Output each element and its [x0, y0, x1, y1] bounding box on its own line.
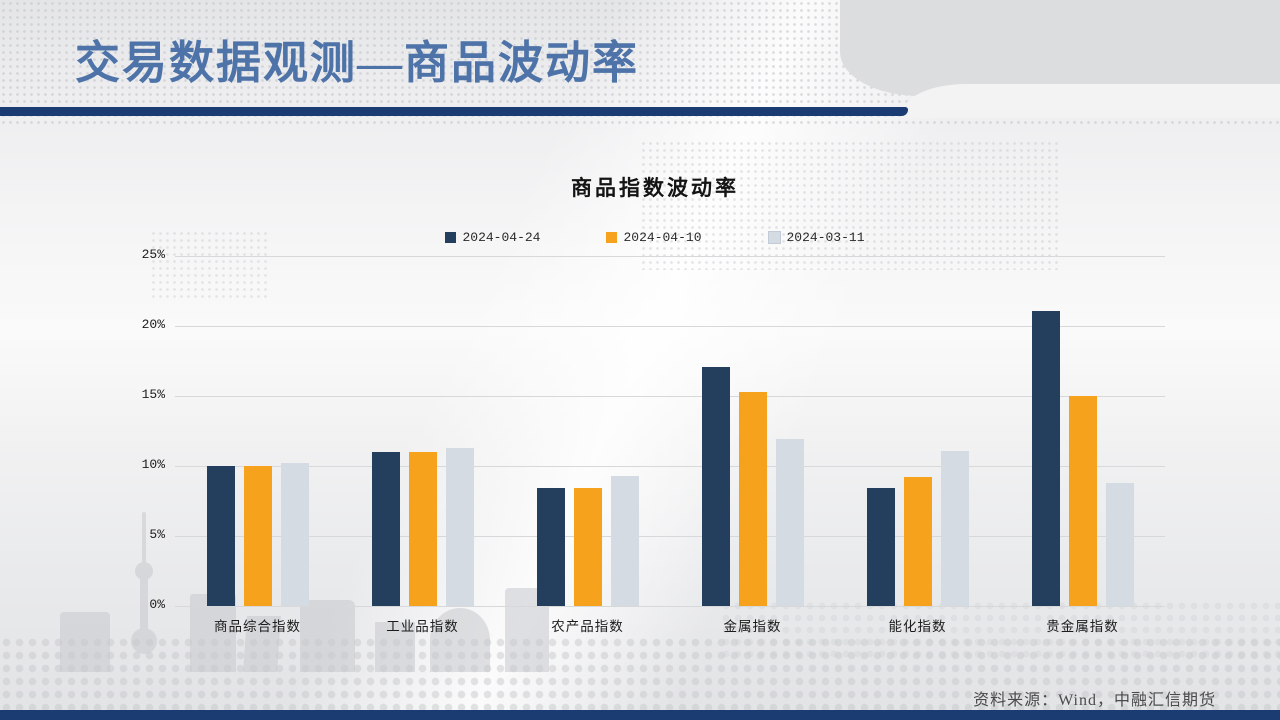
- legend-label: 2024-03-11: [786, 229, 865, 245]
- x-axis-category-label: 能化指数: [888, 619, 947, 634]
- legend-label: 2024-04-24: [462, 229, 541, 245]
- y-axis-tick-label: 5%: [149, 527, 165, 542]
- bar: [903, 477, 932, 606]
- volatility-bar-chart: 商品指数波动率 2024-04-24 2024-04-10 2024-03-11 0…: [0, 140, 1280, 660]
- y-axis-tick-label: 15%: [141, 387, 165, 402]
- y-axis-tick-label: 20%: [141, 317, 165, 332]
- legend-item: 2024-04-24: [445, 230, 540, 245]
- bar: [940, 450, 969, 606]
- bar: [1031, 310, 1060, 606]
- bar-group: [340, 256, 505, 606]
- chart-legend: 2024-04-24 2024-04-10 2024-03-11: [175, 227, 1135, 247]
- bar: [536, 488, 565, 606]
- bar-group: [175, 256, 340, 606]
- bar-group: [835, 256, 1000, 606]
- x-axis-category-label: 金属指数: [723, 619, 782, 634]
- bar-group: [1000, 256, 1165, 606]
- header-gray-band: [840, 0, 1280, 96]
- y-axis-tick-label: 0%: [149, 597, 165, 612]
- bar: [701, 366, 730, 606]
- data-source-note: 资料来源：Wind，中融汇信期货: [973, 692, 1216, 709]
- bar: [371, 452, 400, 606]
- bar-group: [505, 256, 670, 606]
- legend-swatch: [767, 230, 781, 244]
- x-axis-category-label: 工业品指数: [386, 619, 459, 634]
- legend-item: 2024-04-10: [606, 229, 702, 245]
- header-white-swoosh: [902, 84, 1280, 118]
- legend-item: 2024-03-11: [767, 229, 865, 245]
- x-axis-category-label: 农产品指数: [551, 619, 624, 634]
- gridline: [175, 256, 1165, 257]
- bar: [408, 452, 437, 606]
- bottom-accent-bar: [0, 710, 1280, 720]
- x-axis-category-label: 贵金属指数: [1046, 619, 1119, 634]
- gridline: [175, 396, 1165, 397]
- legend-swatch: [606, 231, 618, 243]
- bar: [610, 475, 639, 606]
- bar: [445, 447, 474, 606]
- legend-label: 2024-04-10: [623, 229, 702, 245]
- bar: [573, 488, 602, 606]
- bar: [280, 463, 309, 606]
- gridline: [175, 606, 1165, 607]
- bar: [1105, 482, 1134, 606]
- gridline: [175, 466, 1165, 467]
- gridline: [175, 326, 1165, 327]
- y-axis-tick-label: 10%: [141, 457, 165, 472]
- title-divider-bar: [0, 107, 908, 116]
- bar: [866, 488, 895, 606]
- bar-group: [670, 256, 835, 606]
- gridline: [175, 536, 1165, 537]
- legend-swatch: [445, 231, 457, 243]
- bar: [775, 439, 804, 606]
- page-title: 交易数据观测—商品波动率: [75, 38, 640, 88]
- bar: [243, 466, 272, 606]
- bar: [738, 391, 767, 606]
- chart-title: 商品指数波动率: [571, 176, 739, 200]
- y-axis-tick-label: 25%: [141, 247, 165, 262]
- bar: [1068, 396, 1097, 606]
- x-axis-category-label: 商品综合指数: [214, 619, 301, 634]
- bar: [206, 466, 235, 606]
